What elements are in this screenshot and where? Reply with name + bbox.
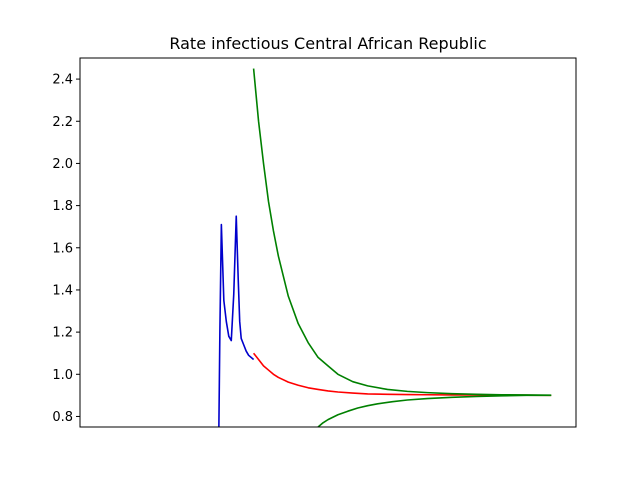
y-tick-label: 2.0	[52, 157, 73, 172]
series-layer	[218, 68, 552, 427]
y-axis: 0.8 1.0 1.2 1.4 1.6 1.8 2.0 2.2 2.4	[52, 73, 80, 425]
y-tick-label: 0.8	[52, 410, 73, 425]
plot-frame	[79, 57, 577, 428]
y-tick-label: 1.6	[52, 241, 73, 256]
y-tick-label: 2.2	[52, 115, 73, 130]
series-line-1	[218, 215, 255, 427]
y-tick-label: 1.4	[52, 283, 73, 298]
y-tick-label: 1.0	[52, 368, 73, 383]
series-line-2	[252, 352, 552, 397]
y-tick-label: 1.8	[52, 199, 73, 214]
series-line-3	[252, 68, 552, 396]
chart-title: Rate infectious Central African Republic	[169, 34, 486, 53]
y-tick-label: 2.4	[52, 73, 73, 88]
series-line-4	[317, 394, 552, 427]
y-tick-label: 1.2	[52, 326, 73, 341]
